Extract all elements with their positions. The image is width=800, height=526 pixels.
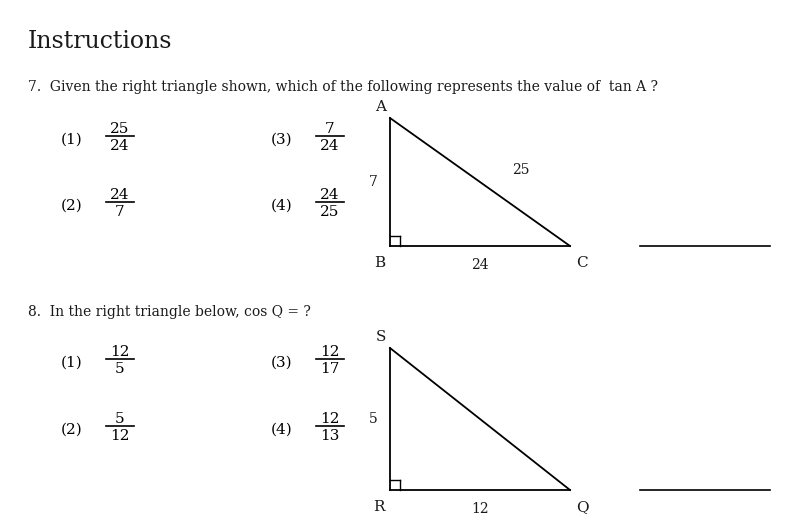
Text: (1): (1) <box>60 356 82 370</box>
Text: 25: 25 <box>110 122 130 136</box>
Text: (4): (4) <box>270 199 292 213</box>
Text: 8.  In the right triangle below, cos Q = ?: 8. In the right triangle below, cos Q = … <box>28 305 311 319</box>
Text: 7: 7 <box>369 175 378 189</box>
Text: R: R <box>374 500 385 514</box>
Text: C: C <box>576 256 588 270</box>
Text: 17: 17 <box>320 362 340 376</box>
Text: 5: 5 <box>115 412 125 426</box>
Text: S: S <box>376 330 386 344</box>
Text: (1): (1) <box>60 133 82 147</box>
Text: (4): (4) <box>270 423 292 437</box>
Text: 13: 13 <box>320 429 340 443</box>
Text: 7: 7 <box>115 205 125 219</box>
Text: 12: 12 <box>110 345 130 359</box>
Text: 12: 12 <box>471 502 489 516</box>
Text: 12: 12 <box>110 429 130 443</box>
Text: 5: 5 <box>370 412 378 426</box>
Text: (2): (2) <box>60 199 82 213</box>
Text: 24: 24 <box>110 139 130 153</box>
Text: A: A <box>375 100 386 114</box>
Text: 24: 24 <box>320 139 340 153</box>
Text: (3): (3) <box>270 133 292 147</box>
Text: (3): (3) <box>270 356 292 370</box>
Text: Q: Q <box>576 500 589 514</box>
Text: 7.  Given the right triangle shown, which of the following represents the value : 7. Given the right triangle shown, which… <box>28 80 658 94</box>
Text: 7: 7 <box>325 122 335 136</box>
Text: 25: 25 <box>512 163 530 177</box>
Text: (2): (2) <box>60 423 82 437</box>
Text: 12: 12 <box>320 345 340 359</box>
Text: B: B <box>374 256 385 270</box>
Text: 24: 24 <box>110 188 130 202</box>
Text: 25: 25 <box>320 205 340 219</box>
Text: 12: 12 <box>320 412 340 426</box>
Text: 24: 24 <box>471 258 489 272</box>
Text: 24: 24 <box>320 188 340 202</box>
Text: 5: 5 <box>115 362 125 376</box>
Text: Instructions: Instructions <box>28 30 173 53</box>
